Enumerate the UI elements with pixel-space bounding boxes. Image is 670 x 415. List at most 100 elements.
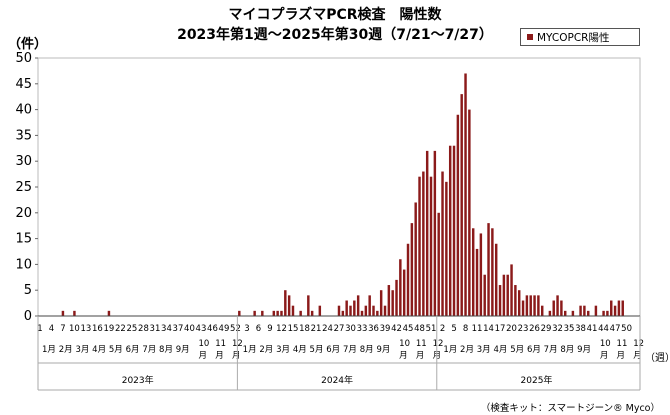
week-tick-label: 42	[391, 324, 402, 334]
bar	[525, 295, 529, 316]
month-label: 2月	[460, 345, 474, 355]
bar	[360, 310, 364, 316]
bar	[506, 274, 509, 316]
month-label: 11	[215, 339, 226, 349]
week-tick-label: 24	[322, 324, 333, 334]
bar	[483, 274, 486, 316]
bar	[253, 310, 256, 316]
week-tick-label: 32	[552, 324, 563, 334]
bar	[487, 223, 490, 316]
year-label: 2024年	[321, 374, 353, 386]
week-tick-label: 22	[115, 324, 126, 334]
year-label: 2023年	[122, 374, 154, 386]
week-tick-label: 37	[173, 324, 184, 334]
month-label: 3月	[477, 345, 491, 355]
month-label: 月	[600, 351, 609, 361]
week-tick-label: 45	[403, 324, 414, 334]
week-tick-label: 43	[196, 324, 207, 334]
month-label: 7月	[142, 345, 156, 355]
bar	[433, 150, 437, 316]
week-tick-label: 31	[150, 324, 161, 334]
bar	[310, 310, 314, 316]
bar	[456, 114, 460, 316]
bar	[376, 310, 379, 316]
week-tick-label: 40	[184, 324, 195, 334]
week-tick-label: 13	[81, 324, 92, 334]
legend-swatch	[527, 34, 533, 40]
week-tick-label: 14	[483, 324, 494, 334]
month-label: 2月	[259, 345, 273, 355]
bar	[587, 310, 590, 316]
legend: MYCOPCR陽性	[520, 28, 640, 46]
month-label: 9月	[376, 345, 390, 355]
bar	[621, 300, 624, 316]
bar	[379, 290, 383, 316]
week-tick-label: 16	[92, 324, 103, 334]
week-tick-label: 1	[37, 324, 42, 334]
week-tick-label: 17	[495, 324, 506, 334]
month-label: 月	[617, 351, 626, 361]
week-tick-label: 50	[621, 324, 632, 334]
bar	[613, 305, 617, 316]
y-axis-label: （件）	[8, 37, 48, 52]
bar	[287, 295, 291, 316]
y-tick-label: 0	[24, 309, 32, 324]
month-label: 10	[199, 339, 210, 349]
week-tick-label: 38	[575, 324, 586, 334]
bar	[425, 150, 429, 316]
bar	[502, 274, 506, 316]
week-tick-label: 48	[414, 324, 425, 334]
bar	[517, 290, 521, 316]
month-label: 8月	[360, 345, 374, 355]
bar	[383, 305, 387, 316]
bar	[510, 264, 513, 316]
bar	[337, 305, 341, 316]
month-label: 7月	[343, 345, 357, 355]
month-label: 月	[199, 351, 208, 361]
month-label: 5月	[310, 345, 324, 355]
bar	[491, 228, 494, 316]
y-tick-label: 50	[15, 51, 32, 66]
bar	[261, 310, 264, 316]
y-tick-label: 35	[15, 128, 32, 143]
bar	[276, 310, 279, 316]
y-tick-label: 15	[15, 232, 32, 247]
bar	[73, 310, 76, 316]
bar	[471, 228, 475, 316]
month-label: 2月	[59, 345, 73, 355]
bar	[464, 73, 467, 316]
bar	[548, 310, 552, 316]
bar	[429, 176, 433, 316]
bar	[349, 305, 352, 316]
bar	[372, 305, 375, 316]
week-tick-label: 27	[334, 324, 345, 334]
week-tick-label: 34	[161, 324, 172, 334]
bar	[594, 305, 598, 316]
bar	[410, 223, 414, 316]
week-tick-label: 3	[244, 324, 249, 334]
bar	[452, 145, 456, 316]
bar	[353, 300, 356, 316]
bar	[414, 202, 417, 316]
week-tick-label: 41	[587, 324, 598, 334]
y-tick-label: 45	[15, 77, 32, 92]
bar	[299, 310, 302, 316]
month-label: 12	[633, 339, 644, 349]
month-label: 6月	[527, 345, 541, 355]
month-label: 5月	[510, 345, 524, 355]
week-tick-label: 2	[440, 324, 445, 334]
bar	[479, 233, 483, 316]
week-tick-label: 47	[610, 324, 621, 334]
week-tick-label: 46	[207, 324, 218, 334]
bar	[448, 145, 452, 316]
week-tick-label: 8	[463, 324, 468, 334]
y-tick-label: 20	[15, 206, 32, 221]
plot-area	[37, 57, 641, 317]
month-label: 4月	[494, 345, 508, 355]
week-tick-label: 33	[357, 324, 368, 334]
week-tick-label: 36	[368, 324, 379, 334]
bar	[494, 243, 498, 316]
bar	[391, 290, 394, 316]
week-tick-label: 11	[472, 324, 483, 334]
